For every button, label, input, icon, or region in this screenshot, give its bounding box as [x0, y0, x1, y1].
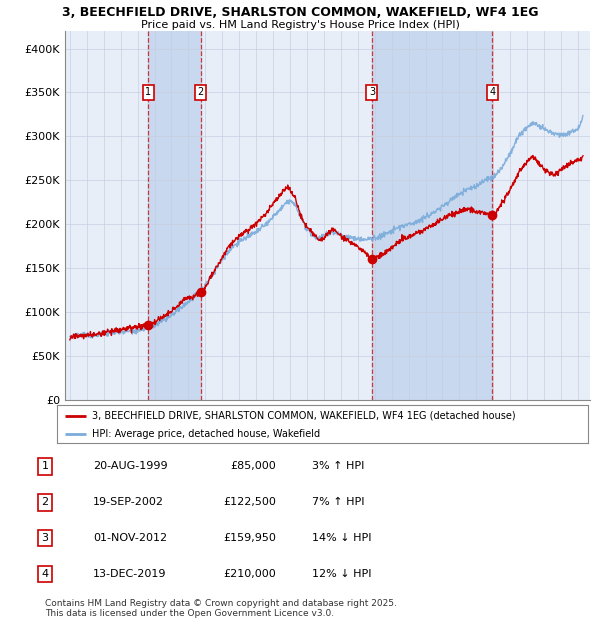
Text: 20-AUG-1999: 20-AUG-1999 [93, 461, 167, 471]
Text: 01-NOV-2012: 01-NOV-2012 [93, 533, 167, 543]
Text: £85,000: £85,000 [230, 461, 276, 471]
Text: Price paid vs. HM Land Registry's House Price Index (HPI): Price paid vs. HM Land Registry's House … [140, 20, 460, 30]
Text: 3% ↑ HPI: 3% ↑ HPI [312, 461, 364, 471]
Text: 3: 3 [41, 533, 49, 543]
Text: This data is licensed under the Open Government Licence v3.0.: This data is licensed under the Open Gov… [45, 609, 334, 618]
Text: 14% ↓ HPI: 14% ↓ HPI [312, 533, 371, 543]
Text: 13-DEC-2019: 13-DEC-2019 [93, 569, 167, 579]
Text: 19-SEP-2002: 19-SEP-2002 [93, 497, 164, 507]
Text: 2: 2 [197, 87, 204, 97]
Bar [148, 31, 200, 400]
Bar [372, 31, 493, 400]
Text: HPI: Average price, detached house, Wakefield: HPI: Average price, detached house, Wake… [92, 428, 320, 439]
Text: 3: 3 [369, 87, 375, 97]
Text: 1: 1 [145, 87, 151, 97]
Text: 12% ↓ HPI: 12% ↓ HPI [312, 569, 371, 579]
Text: 7% ↑ HPI: 7% ↑ HPI [312, 497, 365, 507]
Text: 3, BEECHFIELD DRIVE, SHARLSTON COMMON, WAKEFIELD, WF4 1EG: 3, BEECHFIELD DRIVE, SHARLSTON COMMON, W… [62, 6, 538, 19]
Text: 2: 2 [41, 497, 49, 507]
Text: Contains HM Land Registry data © Crown copyright and database right 2025.: Contains HM Land Registry data © Crown c… [45, 599, 397, 608]
Text: 4: 4 [490, 87, 496, 97]
Text: £210,000: £210,000 [223, 569, 276, 579]
Text: £159,950: £159,950 [223, 533, 276, 543]
Text: 1: 1 [41, 461, 49, 471]
Text: 3, BEECHFIELD DRIVE, SHARLSTON COMMON, WAKEFIELD, WF4 1EG (detached house): 3, BEECHFIELD DRIVE, SHARLSTON COMMON, W… [92, 410, 515, 420]
Text: £122,500: £122,500 [223, 497, 276, 507]
Text: 4: 4 [41, 569, 49, 579]
